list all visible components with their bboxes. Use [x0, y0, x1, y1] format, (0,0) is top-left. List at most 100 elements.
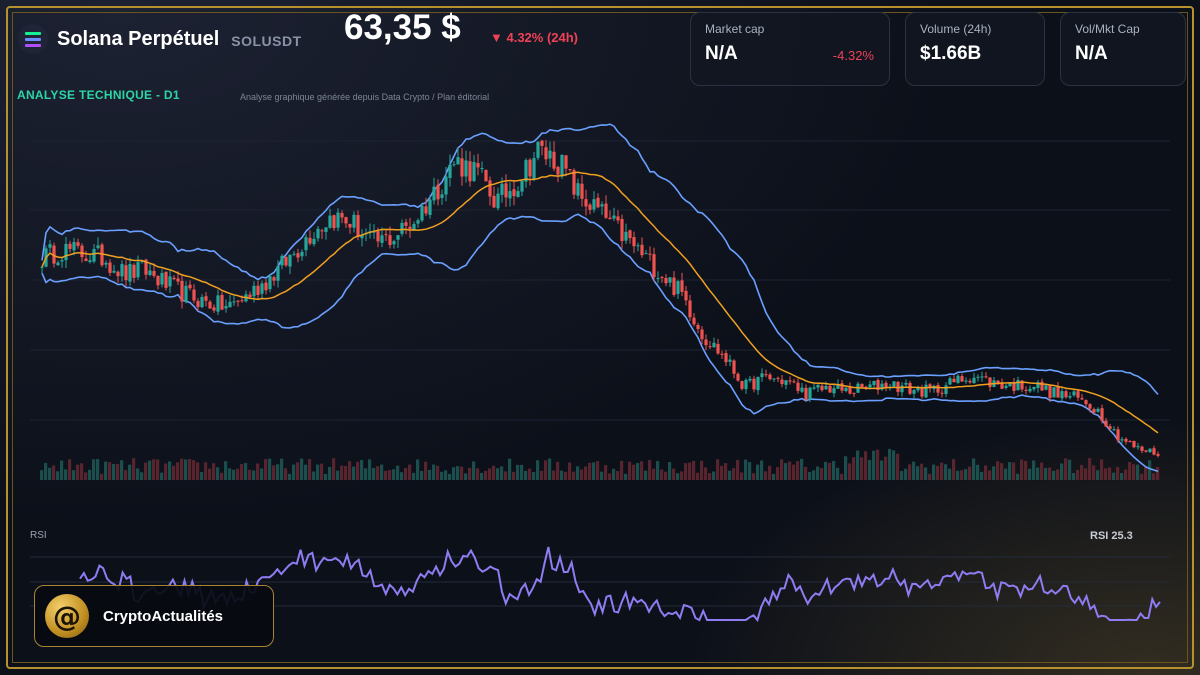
candle-body	[228, 301, 232, 308]
volume-bar	[220, 472, 224, 480]
volume-bar	[996, 461, 1000, 480]
volume-bar	[60, 460, 64, 480]
candle-body	[1092, 409, 1096, 413]
candle-body	[604, 203, 608, 218]
candle-body	[688, 300, 692, 318]
volume-bar	[812, 470, 816, 480]
candle-body	[248, 294, 252, 298]
candle-body	[404, 222, 408, 226]
candle-body	[220, 294, 224, 310]
volume-bar	[1020, 459, 1024, 480]
candle-body	[476, 163, 480, 168]
vol-mkt-cap-label: Vol/Mkt Cap	[1075, 22, 1140, 36]
volume-bar	[1132, 464, 1136, 480]
volume-bar	[672, 468, 676, 480]
volume-bar	[932, 464, 936, 480]
volume-bar	[1108, 467, 1112, 480]
volume-bar	[356, 461, 360, 480]
candle-body	[868, 384, 872, 388]
candle-body	[496, 193, 500, 209]
candle-body	[1024, 389, 1028, 391]
candle-body	[576, 183, 580, 196]
candle-body	[740, 381, 744, 389]
candle-body	[620, 218, 624, 241]
candle-body	[776, 377, 780, 379]
volume-bar	[548, 458, 552, 480]
volume-bar	[652, 468, 656, 480]
candle-body	[656, 278, 660, 280]
candle-body	[1000, 383, 1004, 389]
volume-bar	[532, 472, 536, 480]
candle-body	[284, 256, 288, 266]
candle-body	[116, 271, 120, 277]
candle-body	[792, 381, 796, 383]
candle-body	[616, 216, 620, 221]
market-cap-card: Market cap N/A -4.32%	[690, 12, 890, 86]
candle-body	[276, 265, 280, 281]
volume-bar	[620, 460, 624, 480]
candle-body	[988, 377, 992, 387]
candle-body	[920, 387, 924, 397]
candle-body	[1108, 426, 1112, 429]
candle-body	[196, 300, 200, 308]
volume-bar	[708, 473, 712, 480]
volume-bar	[1008, 462, 1012, 480]
volume-bar	[1128, 461, 1132, 480]
candle-body	[832, 388, 836, 394]
candle-body	[452, 164, 456, 166]
volume-bar	[1064, 458, 1068, 480]
volume-bar	[880, 460, 884, 480]
volume-bar	[700, 460, 704, 480]
candle-body	[256, 285, 260, 296]
volume-bar	[980, 471, 984, 480]
candle-body	[308, 237, 312, 244]
volume-bar	[664, 471, 668, 480]
volume-bar	[1140, 473, 1144, 480]
volume-bar	[352, 466, 356, 480]
volume-bar	[304, 464, 308, 480]
volume-bar	[412, 472, 416, 480]
candle-body	[204, 296, 208, 301]
brand-badge[interactable]: @ CryptoActualités	[34, 585, 274, 647]
candle-body	[588, 204, 592, 210]
volume-bar	[520, 464, 524, 480]
candle-body	[784, 380, 788, 385]
volume-bar	[452, 467, 456, 480]
volume-bar	[300, 458, 304, 480]
volume-bar	[268, 458, 272, 480]
volume-bar	[528, 468, 532, 480]
volume-bar	[236, 468, 240, 480]
candle-body	[272, 277, 276, 281]
candle-body	[1152, 448, 1156, 455]
candle-body	[548, 150, 552, 159]
candle-body	[536, 141, 540, 158]
volume-bar	[340, 465, 344, 480]
rsi-line	[79, 546, 1161, 623]
volume-bar	[820, 468, 824, 480]
candle-body	[764, 374, 768, 376]
volume-bar	[104, 461, 108, 480]
volume-bar	[768, 465, 772, 480]
volume-bar	[516, 464, 520, 480]
candle-body	[300, 251, 304, 257]
volume-bar	[748, 462, 752, 480]
candle-body	[168, 276, 172, 287]
volume-bar	[1072, 473, 1076, 480]
volume-bar	[832, 460, 836, 480]
candle-body	[236, 300, 240, 302]
inner-frame	[12, 12, 1188, 663]
volume-bar	[296, 462, 300, 480]
volume-bar	[324, 473, 328, 480]
volume-bar	[984, 465, 988, 480]
volume-bar	[1112, 472, 1116, 480]
volume-bar	[644, 470, 648, 480]
candle-body	[880, 383, 884, 390]
candle-body	[692, 317, 696, 325]
candle-body	[376, 231, 380, 242]
volume-bar	[96, 459, 100, 480]
candle-body	[500, 183, 504, 195]
volume-bar	[1152, 473, 1156, 480]
candle-body	[352, 214, 356, 228]
volume-bar	[388, 470, 392, 480]
candle-body	[40, 266, 44, 268]
